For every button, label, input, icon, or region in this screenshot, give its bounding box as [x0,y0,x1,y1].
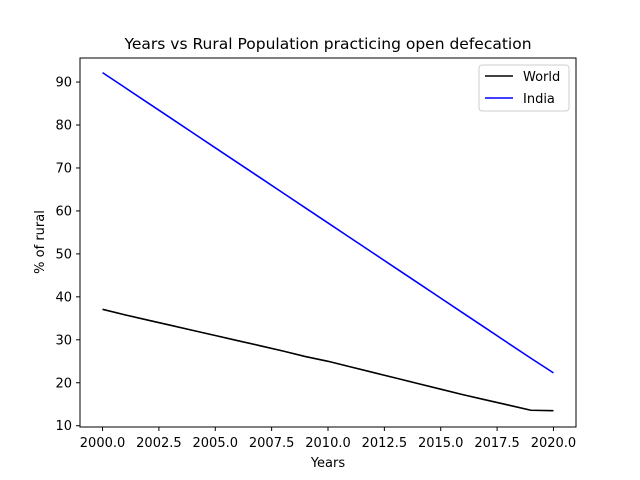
series-line-india [102,71,554,374]
x-tick-label: 2012.5 [362,436,408,451]
y-tick-label: 10 [55,419,72,434]
y-tick-label: 50 [55,247,72,262]
x-tick-label: 2000.0 [80,436,126,451]
x-axis-label: Years [310,456,346,471]
x-axis-ticks: 2000.0 2002.5 2005.0 2007.5 2010.0 2012.5 2015… [80,427,576,451]
x-tick-label: 2007.5 [249,436,295,451]
x-tick-label: 2010.0 [305,436,351,451]
y-tick-label: 90 [55,76,72,91]
x-tick-label: 2002.5 [136,436,182,451]
x-tick-label: 2015.0 [418,436,464,451]
chart-title: Years vs Rural Population practicing ope… [123,35,531,53]
x-tick-label: 2005.0 [193,436,239,451]
plot-area-frame [79,57,577,428]
series-line-world [102,308,554,412]
y-tick-label: 60 [55,204,72,219]
y-axis-ticks: 10 20 30 40 50 60 70 80 90 [55,76,80,434]
series-lines [102,71,554,412]
legend-label-world: World [523,70,560,85]
y-tick-label: 40 [55,290,72,305]
x-tick-label: 2017.5 [474,436,520,451]
legend: World India [478,64,570,112]
y-tick-label: 30 [55,333,72,348]
x-tick-label: 2020.0 [531,436,577,451]
y-axis-label: % of rural [33,210,48,274]
y-tick-label: 20 [55,376,72,391]
y-tick-label: 80 [55,119,72,134]
y-tick-label: 70 [55,161,72,176]
legend-label-india: India [523,92,555,107]
